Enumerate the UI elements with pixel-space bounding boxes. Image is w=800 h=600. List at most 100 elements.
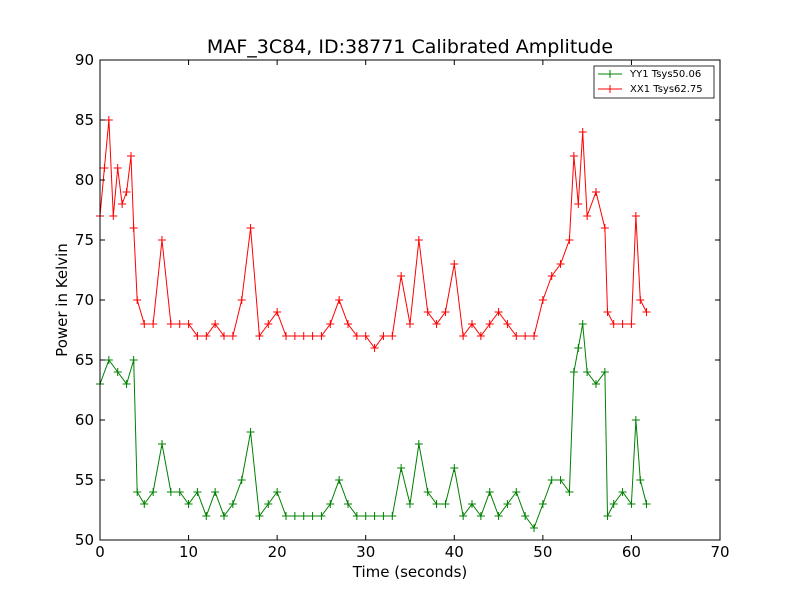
- data-point-xx1: [441, 308, 450, 316]
- data-point-yy1: [273, 488, 282, 496]
- data-point-yy1: [237, 476, 246, 484]
- y-axis-label: Power in Kelvin: [53, 243, 71, 357]
- data-point-xx1: [326, 320, 335, 328]
- data-point-yy1: [538, 500, 547, 508]
- data-point-xx1: [388, 332, 397, 340]
- data-point-xx1: [317, 332, 326, 340]
- data-point-yy1: [574, 344, 583, 352]
- data-point-yy1: [459, 512, 468, 520]
- data-point-xx1: [574, 200, 583, 208]
- data-point-yy1: [335, 476, 344, 484]
- plot-area: [100, 60, 720, 540]
- y-tick-label: 80: [75, 171, 94, 189]
- data-point-xx1: [127, 152, 135, 160]
- data-point-yy1: [379, 512, 388, 520]
- data-point-yy1: [406, 500, 414, 508]
- data-point-xx1: [113, 164, 122, 172]
- data-point-xx1: [109, 212, 118, 220]
- data-point-xx1: [175, 320, 184, 328]
- data-point-xx1: [578, 128, 587, 136]
- data-point-yy1: [255, 512, 264, 520]
- data-point-xx1: [184, 320, 193, 328]
- data-point-xx1: [603, 308, 612, 316]
- data-point-xx1: [618, 320, 627, 328]
- data-point-yy1: [530, 524, 538, 532]
- data-point-xx1: [406, 320, 414, 328]
- data-point-xx1: [129, 224, 138, 232]
- data-point-xx1: [642, 308, 651, 316]
- data-point-xx1: [220, 332, 228, 340]
- data-point-xx1: [140, 320, 149, 328]
- data-point-yy1: [600, 368, 609, 376]
- data-point-yy1: [299, 512, 308, 520]
- data-point-xx1: [565, 236, 574, 244]
- data-point-xx1: [246, 224, 255, 232]
- data-point-xx1: [397, 272, 406, 280]
- data-point-xx1: [538, 296, 547, 304]
- x-tick-label: 10: [179, 543, 198, 561]
- chart-title: MAF_3C84, ID:38771 Calibrated Amplitude: [207, 36, 613, 58]
- y-tick-label: 70: [75, 291, 94, 309]
- data-point-yy1: [370, 512, 379, 520]
- data-point-yy1: [166, 488, 175, 496]
- x-axis-label: Time (seconds): [352, 563, 468, 581]
- data-point-xx1: [583, 212, 592, 220]
- series-line-yy1: [99, 323, 647, 530]
- data-point-xx1: [308, 332, 317, 340]
- data-point-yy1: [565, 488, 574, 496]
- data-point-xx1: [432, 320, 441, 328]
- data-point-yy1: [450, 464, 459, 472]
- data-point-xx1: [122, 188, 131, 196]
- data-point-yy1: [317, 512, 326, 520]
- data-point-xx1: [193, 332, 202, 340]
- data-point-xx1: [485, 320, 494, 328]
- data-point-xx1: [104, 116, 113, 124]
- y-tick-label: 85: [75, 111, 94, 129]
- legend: YY1 Tsys50.06 XX1 Tsys62.75: [593, 65, 715, 99]
- data-point-xx1: [166, 320, 175, 328]
- data-point-xx1: [627, 320, 636, 328]
- data-point-yy1: [264, 500, 273, 508]
- x-tick-label: 30: [356, 543, 375, 561]
- data-point-xx1: [237, 296, 246, 304]
- data-point-yy1: [432, 500, 441, 508]
- data-point-yy1: [556, 476, 565, 484]
- x-tick-label: 20: [268, 543, 287, 561]
- data-point-xx1: [344, 320, 352, 328]
- data-point-xx1: [459, 332, 468, 340]
- data-point-yy1: [133, 488, 142, 496]
- legend-entry-xx1: XX1 Tsys62.75: [630, 84, 703, 95]
- data-point-yy1: [220, 512, 228, 520]
- data-point-yy1: [158, 440, 166, 448]
- data-point-yy1: [344, 500, 352, 508]
- data-point-xx1: [631, 212, 640, 220]
- data-point-xx1: [592, 188, 600, 196]
- data-point-yy1: [609, 500, 618, 508]
- x-tick-label: 0: [95, 543, 105, 561]
- y-tick-label: 90: [75, 51, 94, 69]
- data-point-xx1: [149, 320, 158, 328]
- data-point-xx1: [503, 320, 512, 328]
- data-point-xx1: [282, 332, 290, 340]
- data-point-xx1: [521, 332, 530, 340]
- data-point-yy1: [388, 512, 397, 520]
- data-point-xx1: [423, 308, 432, 316]
- data-point-yy1: [441, 500, 450, 508]
- data-point-xx1: [264, 320, 273, 328]
- legend-marker-xx1: [606, 85, 614, 93]
- x-tick-label: 40: [445, 543, 464, 561]
- data-point-xx1: [100, 164, 109, 172]
- data-point-xx1: [468, 320, 476, 328]
- data-point-xx1: [352, 332, 361, 340]
- data-point-yy1: [184, 500, 193, 508]
- data-point-yy1: [636, 476, 645, 484]
- data-point-xx1: [569, 152, 578, 160]
- data-point-xx1: [118, 200, 127, 208]
- data-point-xx1: [273, 308, 282, 316]
- data-point-xx1: [512, 332, 521, 340]
- data-point-yy1: [642, 500, 651, 508]
- data-point-yy1: [592, 380, 600, 388]
- data-point-xx1: [450, 260, 459, 268]
- data-point-xx1: [414, 236, 423, 244]
